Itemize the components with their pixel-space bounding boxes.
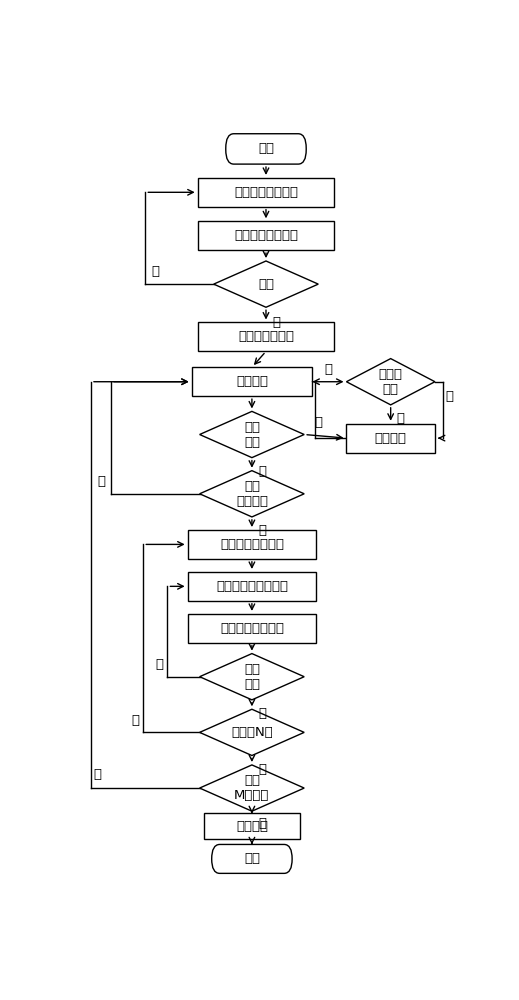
- Polygon shape: [347, 359, 435, 405]
- Text: 障碍物
清除: 障碍物 清除: [379, 368, 403, 396]
- Text: 否: 否: [97, 475, 105, 488]
- Text: 否: 否: [131, 714, 139, 727]
- Text: 蘑菇识别测量与定位: 蘑菇识别测量与定位: [216, 580, 288, 593]
- Text: 距离
过近: 距离 过近: [244, 421, 260, 449]
- Bar: [198, 221, 334, 250]
- Text: 是: 是: [272, 316, 280, 329]
- Polygon shape: [200, 411, 304, 458]
- Polygon shape: [200, 471, 304, 517]
- Polygon shape: [214, 261, 318, 307]
- Text: 是: 是: [315, 416, 322, 429]
- Polygon shape: [200, 709, 304, 756]
- Polygon shape: [200, 765, 304, 811]
- FancyBboxPatch shape: [226, 134, 306, 164]
- Text: 否: 否: [152, 265, 159, 278]
- Text: 否: 否: [155, 658, 163, 671]
- Text: 否: 否: [93, 768, 101, 781]
- Text: 是: 是: [258, 817, 266, 830]
- Bar: [192, 367, 312, 396]
- Bar: [187, 614, 316, 643]
- Text: 是: 是: [397, 412, 405, 425]
- Text: 采摘
完成: 采摘 完成: [244, 663, 260, 691]
- Text: 紧急制动: 紧急制动: [375, 432, 407, 445]
- Text: 开始: 开始: [258, 142, 274, 155]
- Text: 是: 是: [258, 524, 266, 537]
- Text: 传感器信号采集: 传感器信号采集: [238, 330, 294, 343]
- Text: 检测各传感器状态: 检测各传感器状态: [234, 229, 298, 242]
- Text: 遍历
M个菇架: 遍历 M个菇架: [234, 774, 269, 802]
- Text: 双臂协作蘑菇采摘: 双臂协作蘑菇采摘: [220, 622, 284, 635]
- Text: 前往终点: 前往终点: [236, 820, 268, 833]
- FancyBboxPatch shape: [212, 844, 292, 873]
- Polygon shape: [200, 654, 304, 700]
- Text: 到达
目标菇架: 到达 目标菇架: [236, 480, 268, 508]
- Bar: [187, 572, 316, 601]
- Bar: [187, 530, 316, 559]
- Bar: [203, 813, 300, 839]
- Text: 根据菇床高度升降: 根据菇床高度升降: [220, 538, 284, 551]
- Text: 是: 是: [258, 707, 266, 720]
- Bar: [347, 424, 435, 453]
- Text: 结束: 结束: [244, 852, 260, 865]
- Text: 是: 是: [324, 363, 332, 376]
- Text: 采摘完N层: 采摘完N层: [231, 726, 273, 739]
- Text: 否: 否: [258, 465, 266, 478]
- Text: 否: 否: [445, 390, 453, 403]
- Bar: [198, 178, 334, 207]
- Text: 是: 是: [258, 763, 266, 776]
- Text: 正常: 正常: [258, 278, 274, 291]
- Text: 初始化机器人系统: 初始化机器人系统: [234, 186, 298, 199]
- Text: 自主导航: 自主导航: [236, 375, 268, 388]
- Bar: [198, 322, 334, 351]
